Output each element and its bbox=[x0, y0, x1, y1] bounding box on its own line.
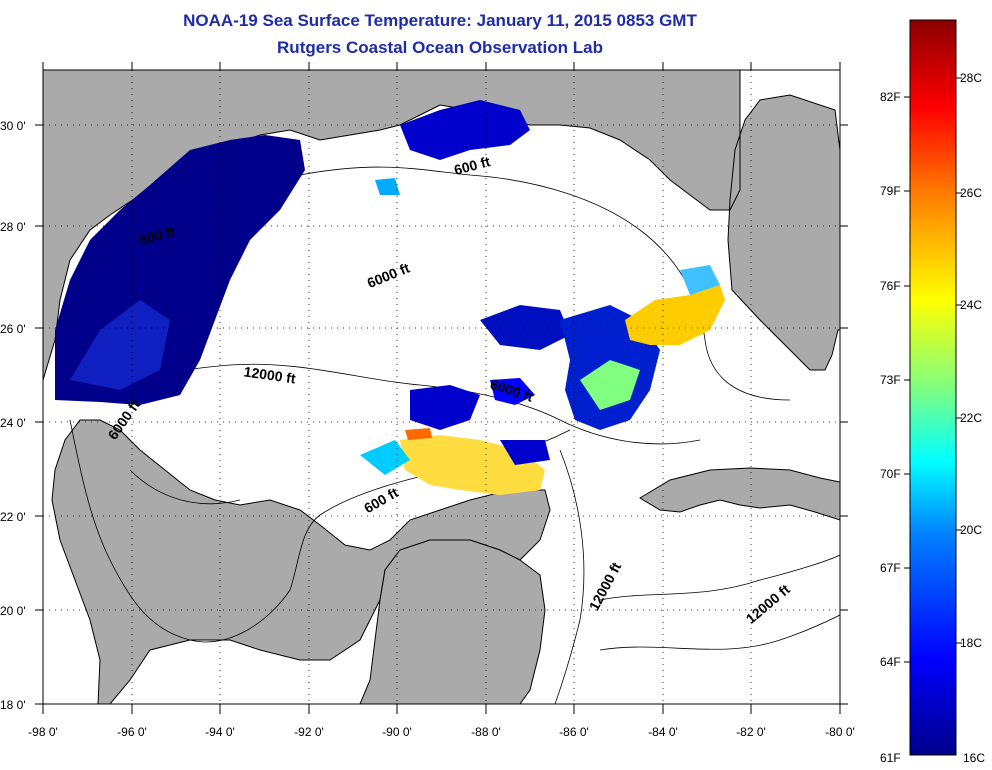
lat-tick-label: 24 0' bbox=[0, 416, 26, 430]
colorbar-c-label: 16C bbox=[963, 751, 985, 765]
lon-tick-label: -94 0' bbox=[205, 725, 235, 739]
lat-tick-label: 28 0' bbox=[0, 220, 26, 234]
axis-ticks bbox=[35, 62, 848, 714]
colorbar-c-label: 22C bbox=[960, 411, 982, 425]
lat-tick-label: 18 0' bbox=[0, 698, 26, 712]
colorbar-f-label: 82F bbox=[880, 90, 901, 104]
lon-tick-label: -80 0' bbox=[825, 725, 855, 739]
sst-data bbox=[55, 100, 725, 495]
lon-tick-label: -90 0' bbox=[382, 725, 412, 739]
colorbar-f-label: 73F bbox=[880, 373, 901, 387]
colorbar bbox=[909, 19, 957, 756]
colorbar-c-label: 18C bbox=[960, 636, 982, 650]
lat-tick-label: 26 0' bbox=[0, 322, 26, 336]
colorbar-c-labels: 28C 26C 24C 22C 20C 18C 16C bbox=[960, 71, 985, 765]
colorbar-c-label: 26C bbox=[960, 186, 982, 200]
lon-tick-label: -88 0' bbox=[471, 725, 501, 739]
colorbar-c-label: 24C bbox=[960, 298, 982, 312]
lon-tick-label: -84 0' bbox=[648, 725, 678, 739]
map-subtitle: Rutgers Coastal Ocean Observation Lab bbox=[277, 38, 603, 57]
lon-tick-labels: -98 0' -96 0' -94 0' -92 0' -90 0' -88 0… bbox=[28, 725, 855, 739]
land-yucatan bbox=[359, 539, 546, 704]
colorbar-f-label: 61F bbox=[880, 751, 901, 765]
lon-tick-label: -98 0' bbox=[28, 725, 58, 739]
lon-tick-label: -82 0' bbox=[736, 725, 766, 739]
lon-tick-label: -86 0' bbox=[559, 725, 589, 739]
lat-tick-label: 20 0' bbox=[0, 604, 26, 618]
lon-tick-label: -92 0' bbox=[294, 725, 324, 739]
lon-tick-label: -96 0' bbox=[117, 725, 147, 739]
land-cuba bbox=[639, 467, 840, 521]
lat-tick-labels: 18 0' 20 0' 22 0' 24 0' 26 0' 28 0' 30 0… bbox=[0, 119, 26, 712]
map-frame bbox=[42, 69, 841, 705]
colorbar-f-label: 67F bbox=[880, 561, 901, 575]
colorbar-c-label: 28C bbox=[960, 71, 982, 85]
colorbar-f-label: 64F bbox=[880, 655, 901, 669]
lat-tick-label: 22 0' bbox=[0, 510, 26, 524]
colorbar-f-label: 76F bbox=[880, 279, 901, 293]
contour-label-4: 12000 ft bbox=[243, 363, 297, 386]
map-title: NOAA-19 Sea Surface Temperature: January… bbox=[183, 11, 697, 30]
colorbar-f-label: 79F bbox=[880, 184, 901, 198]
colorbar-ticks bbox=[904, 77, 962, 663]
colorbar-f-label: 70F bbox=[880, 467, 901, 481]
lat-tick-label: 30 0' bbox=[0, 119, 26, 133]
colorbar-c-label: 20C bbox=[960, 523, 982, 537]
colorbar-f-labels: 82F 79F 76F 73F 70F 67F 64F 61F bbox=[880, 90, 901, 765]
land-north-america bbox=[43, 70, 840, 704]
grid-lines bbox=[43, 70, 840, 704]
